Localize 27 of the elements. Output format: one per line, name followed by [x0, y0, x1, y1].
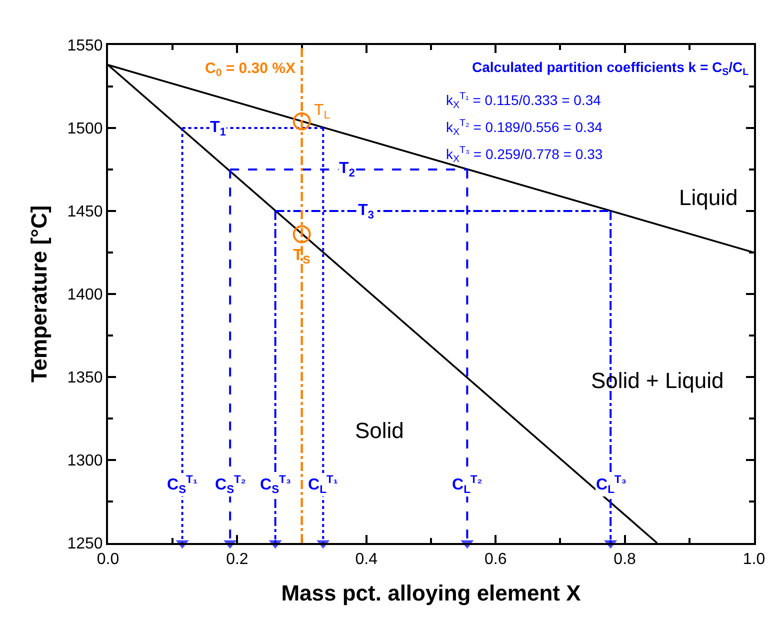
annotation: T$_{1}$ — [210, 119, 226, 138]
y-axis-title: Temperature [°C] — [26, 205, 52, 383]
annotation: k$_{X}$$^{T₂}$ = 0.189/0.556 = 0.34 — [446, 118, 603, 138]
y-tick-label: 1400 — [67, 286, 103, 304]
annotation: Liquid — [679, 185, 738, 210]
y-tick-label: 1250 — [67, 536, 103, 553]
annotation: T$_{L}$ — [314, 102, 330, 122]
x-tick-label: 1.0 — [742, 551, 766, 568]
x-tick-label: 0.2 — [226, 551, 248, 568]
annotation: T$_{3}$ — [358, 202, 374, 222]
annotation: T$_{2}$ — [339, 160, 356, 180]
ref-line-label: C$_{0}$ = 0.30 %X — [205, 60, 296, 80]
x-tick-label: 0.6 — [484, 551, 507, 568]
x-tick-label: 0.0 — [96, 551, 120, 568]
x-tick-label: 0.4 — [355, 551, 378, 568]
y-tick-label: 1550 — [67, 38, 103, 55]
annotation: k$_{X}$$^{T₃}$ = 0.259/0.778 = 0.33 — [446, 145, 603, 165]
x-tick-label: 0.8 — [614, 551, 636, 568]
x-axis-title: Mass pct. alloying element X — [281, 580, 582, 606]
y-tick-label: 1500 — [67, 120, 103, 138]
annotation: Solid — [355, 418, 404, 443]
y-tick-label: 1350 — [67, 370, 103, 387]
y-tick-label: 1300 — [67, 452, 103, 470]
y-tick-label: 1450 — [67, 204, 103, 221]
annotation: k$_{X}$$^{T₁}$ = 0.115/0.333 = 0.34 — [446, 91, 602, 111]
annotation: Solid + Liquid — [591, 368, 724, 393]
annotation: Calculated partition coefficients k = C$_{S}$/C$_{L}$ — [472, 59, 749, 78]
